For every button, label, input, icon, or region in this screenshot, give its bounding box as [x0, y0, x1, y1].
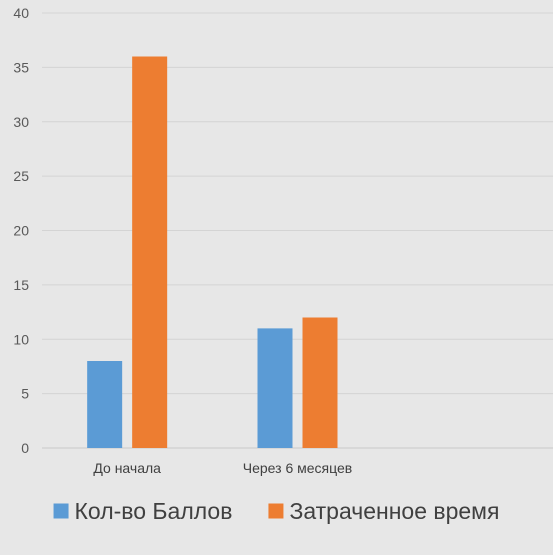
- y-tick-label: 20: [13, 223, 29, 239]
- legend-label: Кол-во Баллов: [75, 498, 233, 524]
- legend-item: Кол-во Баллов: [53, 498, 233, 524]
- legend-swatch: [53, 503, 69, 519]
- bar-points-1: [257, 328, 293, 448]
- y-tick-label: 30: [13, 114, 29, 130]
- x-category-label: До начала: [93, 460, 161, 476]
- y-tick-label: 25: [13, 168, 29, 184]
- y-tick-label: 15: [13, 277, 29, 293]
- legend-swatch: [268, 503, 284, 519]
- legend-item: Затраченное время: [268, 498, 499, 524]
- bar-time-1: [302, 317, 338, 448]
- y-tick-label: 10: [13, 331, 29, 347]
- legend-label: Затраченное время: [289, 498, 499, 524]
- bar-time-0: [132, 56, 168, 448]
- y-tick-label: 35: [13, 59, 29, 75]
- y-tick-label: 0: [21, 440, 29, 456]
- x-category-label: Через 6 месяцев: [243, 460, 352, 476]
- y-tick-label: 5: [21, 386, 29, 402]
- y-tick-label: 40: [13, 5, 29, 21]
- bar-points-0: [87, 361, 123, 448]
